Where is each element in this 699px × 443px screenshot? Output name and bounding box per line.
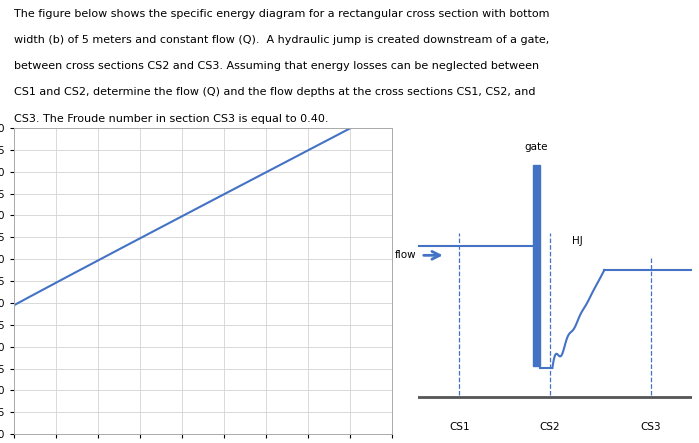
Text: HJ: HJ [572,236,582,245]
Text: between cross sections CS2 and CS3. Assuming that energy losses can be neglected: between cross sections CS2 and CS3. Assu… [14,61,539,71]
Text: CS1 and CS2, determine the flow (Q) and the flow depths at the cross sections CS: CS1 and CS2, determine the flow (Q) and … [14,87,535,97]
Text: The figure below shows the specific energy diagram for a rectangular cross secti: The figure below shows the specific ener… [14,9,549,19]
Text: CS3: CS3 [640,422,661,432]
Text: CS2: CS2 [540,422,560,432]
Text: gate: gate [525,143,549,152]
Text: width (b) of 5 meters and constant flow (Q).  A hydraulic jump is created downst: width (b) of 5 meters and constant flow … [14,35,549,45]
Text: CS1: CS1 [449,422,470,432]
Text: CS3. The Froude number in section CS3 is equal to 0.40.: CS3. The Froude number in section CS3 is… [14,114,329,124]
Bar [533,165,540,365]
Text: flow: flow [395,250,417,260]
